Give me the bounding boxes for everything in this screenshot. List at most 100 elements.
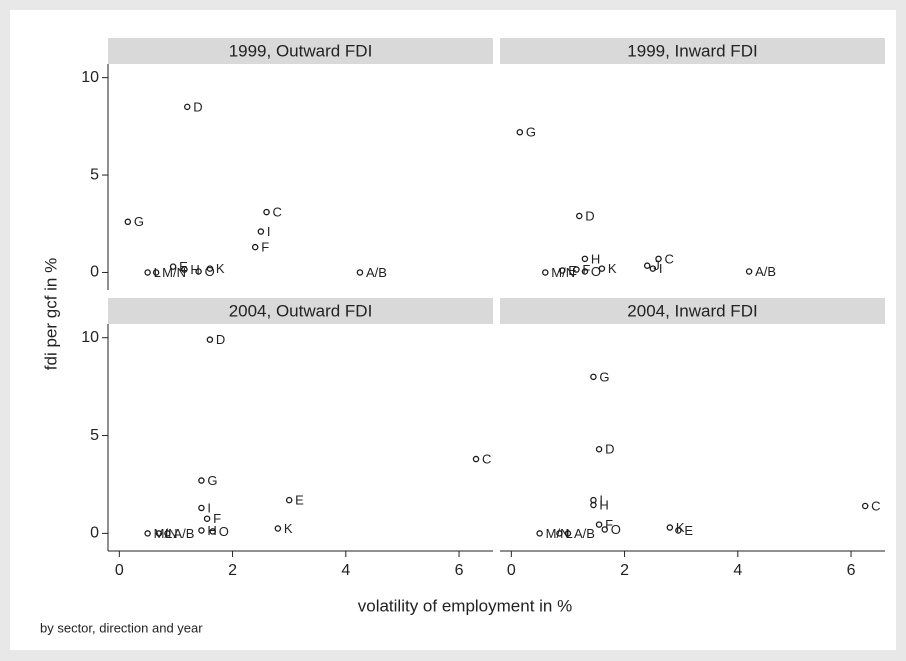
- point: [155, 530, 163, 537]
- point-label: A/B: [173, 526, 194, 541]
- point: [285, 496, 293, 504]
- point-label: K: [676, 520, 685, 535]
- point-label: G: [207, 473, 217, 488]
- point: [666, 524, 674, 531]
- point: [263, 208, 270, 216]
- point: [169, 263, 177, 270]
- point: [203, 515, 211, 522]
- point: [598, 265, 606, 272]
- point-label: I: [267, 224, 271, 239]
- panel-title: 2004, Inward FDI: [627, 301, 757, 320]
- point: [581, 255, 589, 263]
- point-label: D: [216, 332, 225, 347]
- point: [643, 262, 651, 269]
- point-label: E: [295, 493, 304, 508]
- point-label: L: [154, 265, 161, 280]
- point-label: A/B: [755, 264, 776, 279]
- point: [590, 501, 597, 509]
- point-label: E: [568, 263, 577, 278]
- point: [274, 525, 282, 532]
- x-tick-label: 4: [733, 562, 742, 579]
- point: [564, 530, 572, 537]
- point-label: K: [284, 521, 293, 536]
- point-label: K: [608, 261, 617, 276]
- point: [516, 128, 524, 136]
- point: [206, 265, 214, 272]
- point: [181, 266, 188, 273]
- x-tick-label: 0: [507, 562, 516, 579]
- x-tick-label: 2: [228, 562, 237, 579]
- point-label: O: [591, 264, 601, 279]
- note: by sector, direction and year: [40, 620, 203, 635]
- y-tick-label: 5: [90, 427, 99, 444]
- graph-region: [10, 10, 896, 650]
- point-label: M/N: [546, 526, 570, 541]
- x-tick-label: 2: [620, 562, 629, 579]
- point-label: A/B: [366, 265, 387, 280]
- panel-title: 1999, Outward FDI: [229, 41, 373, 60]
- point: [198, 477, 205, 484]
- point-label: I: [207, 500, 211, 515]
- panel-title-bar: [500, 38, 885, 64]
- point: [144, 530, 151, 537]
- y-tick-label: 0: [90, 264, 99, 281]
- point: [581, 268, 589, 275]
- point: [861, 502, 869, 510]
- point-label: F: [605, 517, 613, 532]
- x-axis-title: volatility of employment in %: [358, 596, 572, 615]
- point-label: G: [599, 369, 609, 384]
- point-label: I: [659, 261, 663, 276]
- point: [655, 255, 662, 263]
- point-label: I: [599, 493, 603, 508]
- point: [472, 455, 480, 463]
- point: [152, 269, 160, 276]
- point: [184, 103, 191, 111]
- point-label: H: [207, 523, 216, 538]
- point: [573, 266, 580, 273]
- point-label: C: [482, 451, 491, 466]
- point: [124, 218, 132, 226]
- point-label: F: [213, 511, 221, 526]
- point-label: F: [261, 240, 269, 255]
- x-tick-label: 0: [115, 562, 124, 579]
- y-tick-label: 10: [81, 69, 99, 86]
- point-label: A/B: [574, 526, 595, 541]
- point: [745, 268, 753, 275]
- y-tick-label: 0: [90, 525, 99, 542]
- point-label: G: [526, 125, 536, 140]
- point: [556, 530, 563, 537]
- panel-title-bar: [108, 38, 493, 64]
- point: [595, 445, 603, 453]
- x-tick-label: 4: [341, 562, 350, 579]
- point: [601, 526, 608, 533]
- point-label: M/N: [162, 265, 186, 280]
- point-label: O: [219, 524, 229, 539]
- point-label: C: [273, 205, 282, 220]
- point: [251, 243, 259, 251]
- panel-title-bar: [108, 298, 493, 324]
- point-label: H: [591, 251, 600, 266]
- point-label: E: [684, 523, 693, 538]
- x-tick-label: 6: [847, 562, 856, 579]
- point: [576, 212, 583, 220]
- point: [206, 336, 214, 343]
- point: [195, 268, 202, 275]
- point-label: J: [653, 258, 660, 273]
- point: [542, 269, 549, 276]
- point-label: K: [216, 261, 225, 276]
- point: [144, 269, 151, 276]
- point-label: D: [605, 442, 614, 457]
- point: [356, 269, 364, 276]
- point-label: L: [565, 526, 572, 541]
- y-tick-label: 5: [90, 166, 99, 183]
- point-label: H: [190, 262, 199, 277]
- point: [209, 528, 216, 535]
- y-tick-label: 10: [81, 329, 99, 346]
- point: [559, 267, 566, 274]
- point-label: M/N: [154, 526, 178, 541]
- point: [675, 527, 682, 534]
- panel-title: 1999, Inward FDI: [627, 41, 757, 60]
- y-axis-title: fdi per gcf in %: [41, 258, 60, 370]
